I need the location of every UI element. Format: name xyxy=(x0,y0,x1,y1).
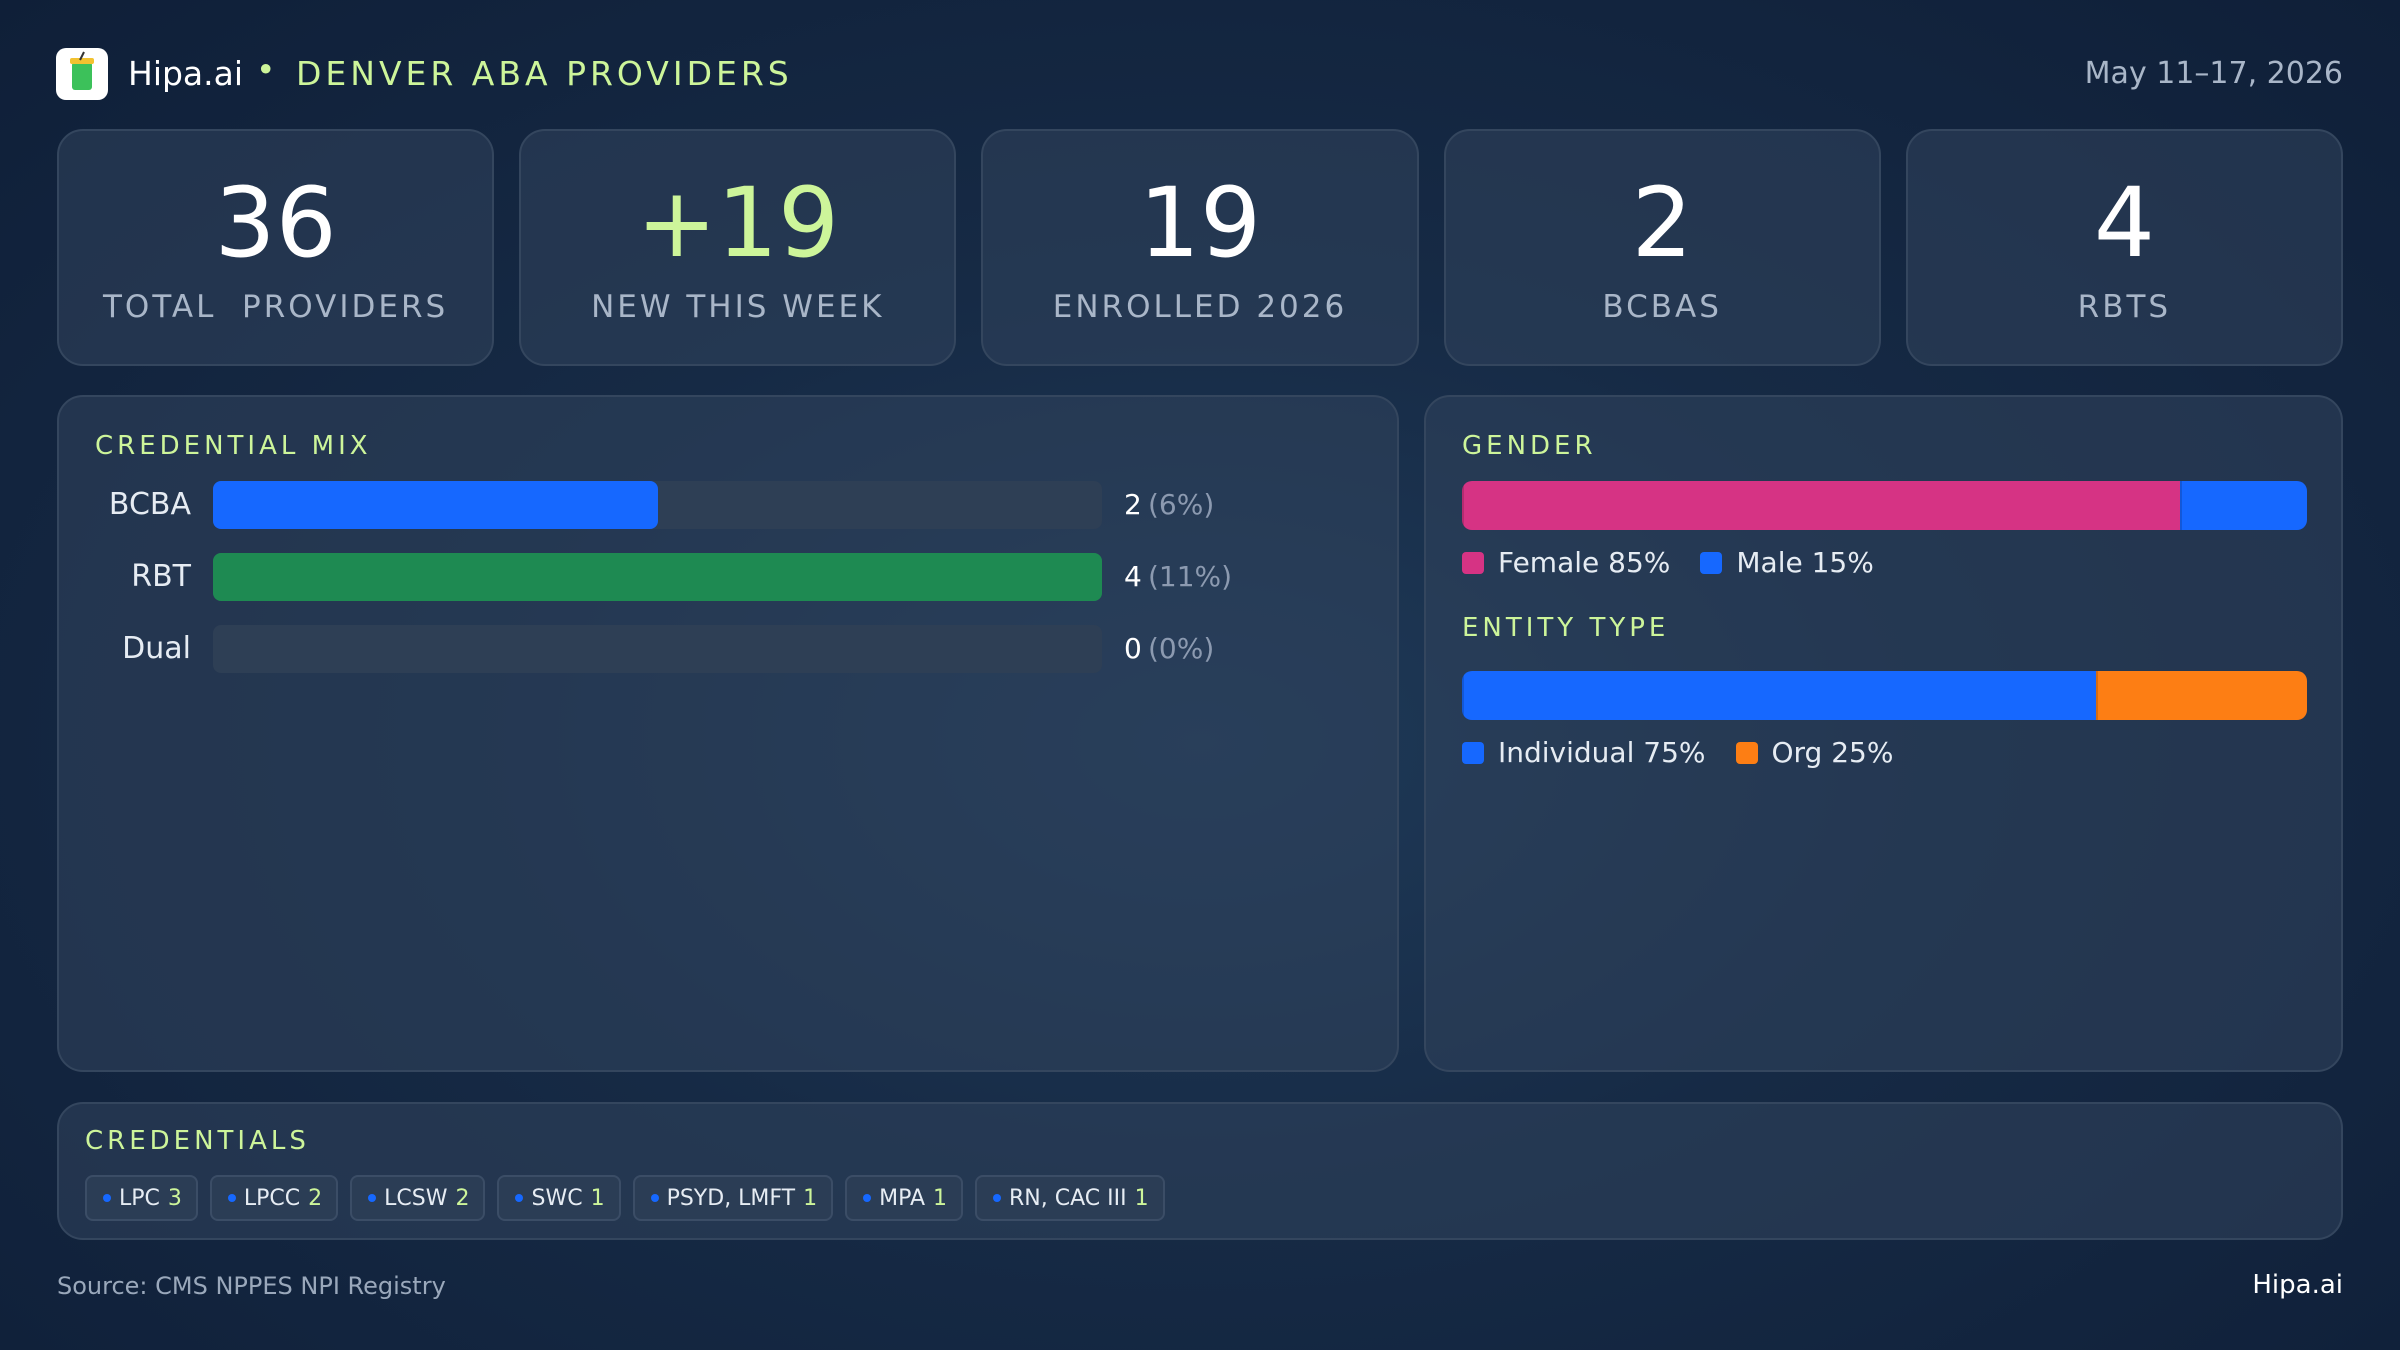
bar-percent: (0%) xyxy=(1148,632,1215,665)
kpi-value: 4 xyxy=(2093,167,2155,279)
chip-name: SWC xyxy=(531,1185,583,1211)
source: Source: CMS NPPES NPI Registry xyxy=(57,1272,446,1300)
kpi-label: BCBAS xyxy=(1602,289,1722,325)
chip-name: LPC xyxy=(119,1185,160,1211)
bar-value: 0 xyxy=(1124,632,1142,665)
legend-swatch xyxy=(1700,552,1723,574)
legend-label: Female 85% xyxy=(1498,546,1671,579)
kpi-label: TOTAL PROVIDERS xyxy=(103,289,449,325)
bar-label: RBT xyxy=(131,559,191,594)
bar-percent: (11%) xyxy=(1148,560,1233,593)
bar-value: 4 xyxy=(1124,560,1142,593)
legend-swatch xyxy=(1735,742,1758,764)
legend-label: Male 15% xyxy=(1736,546,1874,579)
chip-count: 2 xyxy=(308,1185,323,1211)
kpi-label: RBTS xyxy=(2077,289,2172,325)
page-title: DENVER ABA PROVIDERS xyxy=(296,54,793,93)
section-title: CREDENTIAL MIX xyxy=(95,431,372,461)
chip-dot xyxy=(227,1194,236,1202)
chip-count: 2 xyxy=(455,1185,470,1211)
bar-segment xyxy=(2095,671,2307,720)
kpi-value: +19 xyxy=(636,167,840,279)
kpi-value: 36 xyxy=(214,167,337,279)
credential-chip: MPA 1 xyxy=(845,1175,964,1221)
stacked-bar xyxy=(1462,481,2307,530)
bar-segment xyxy=(1462,481,2181,530)
kpi-value: 2 xyxy=(1631,167,1693,279)
bar-label: Dual xyxy=(122,631,191,666)
credential-chip: LPC 3 xyxy=(85,1175,198,1221)
chip-name: MPA xyxy=(879,1185,926,1211)
chip-dot xyxy=(103,1194,111,1202)
chip-dot xyxy=(515,1194,524,1202)
credential-chip: LPCC 2 xyxy=(209,1175,339,1221)
legend-label: Org 25% xyxy=(1771,736,1894,769)
kpi-card: 2 BCBAS xyxy=(1443,129,1881,366)
credential-chip: RN, CAC III 1 xyxy=(975,1175,1165,1221)
bar-value: 2 xyxy=(1124,488,1142,521)
kpi-card: 19 ENROLLED 2026 xyxy=(981,129,1419,366)
bar xyxy=(213,481,658,529)
bar xyxy=(213,553,1102,601)
bar-segment xyxy=(1462,671,2096,720)
chip-name: LPCC xyxy=(243,1185,301,1211)
section-title: ENTITY TYPE xyxy=(1462,613,1670,643)
chip-dot xyxy=(368,1194,377,1202)
kpi-label: NEW THIS WEEK xyxy=(591,289,885,325)
stacked-bar xyxy=(1462,671,2307,720)
date-range: May 11–17, 2026 xyxy=(2084,56,2343,91)
kpi-card: 4 RBTS xyxy=(1905,129,2343,366)
kpi-card: +19 NEW THIS WEEK xyxy=(519,129,957,366)
chip-count: 1 xyxy=(590,1185,605,1211)
bar-segment xyxy=(2180,481,2307,530)
chip-dot xyxy=(650,1194,659,1202)
bar-label: BCBA xyxy=(108,487,191,522)
legend-swatch xyxy=(1462,552,1484,574)
credential-chip: LCSW 2 xyxy=(350,1175,486,1221)
kpi-value: 19 xyxy=(1138,167,1262,279)
chip-count: 1 xyxy=(933,1185,948,1211)
legend-label: Individual 75% xyxy=(1498,736,1706,769)
chip-dot xyxy=(993,1194,1002,1202)
brand: Hipa.ai xyxy=(128,54,244,93)
chip-count: 1 xyxy=(803,1185,818,1211)
bar-percent: (6%) xyxy=(1148,488,1215,521)
chip-dot xyxy=(863,1194,872,1202)
chip-count: 3 xyxy=(167,1185,182,1211)
logo-icon xyxy=(70,51,94,90)
kpi-label: ENROLLED 2026 xyxy=(1052,289,1348,325)
credential-chip: PSYD, LMFT 1 xyxy=(632,1175,834,1221)
section-title: GENDER xyxy=(1462,431,1597,461)
credential-chip: SWC 1 xyxy=(497,1175,621,1221)
footer-brand: Hipa.ai xyxy=(2252,1270,2343,1300)
bar-track xyxy=(213,625,1102,673)
logo xyxy=(56,48,108,100)
chip-name: PSYD, LMFT xyxy=(666,1185,796,1211)
chip-name: RN, CAC III xyxy=(1009,1185,1127,1211)
kpi-card: 36 TOTAL PROVIDERS xyxy=(57,129,495,366)
chip-name: LCSW xyxy=(384,1185,448,1211)
legend-swatch xyxy=(1462,742,1484,764)
chip-count: 1 xyxy=(1134,1185,1149,1211)
section-title: CREDENTIALS xyxy=(85,1126,310,1156)
separator: • xyxy=(256,50,276,89)
